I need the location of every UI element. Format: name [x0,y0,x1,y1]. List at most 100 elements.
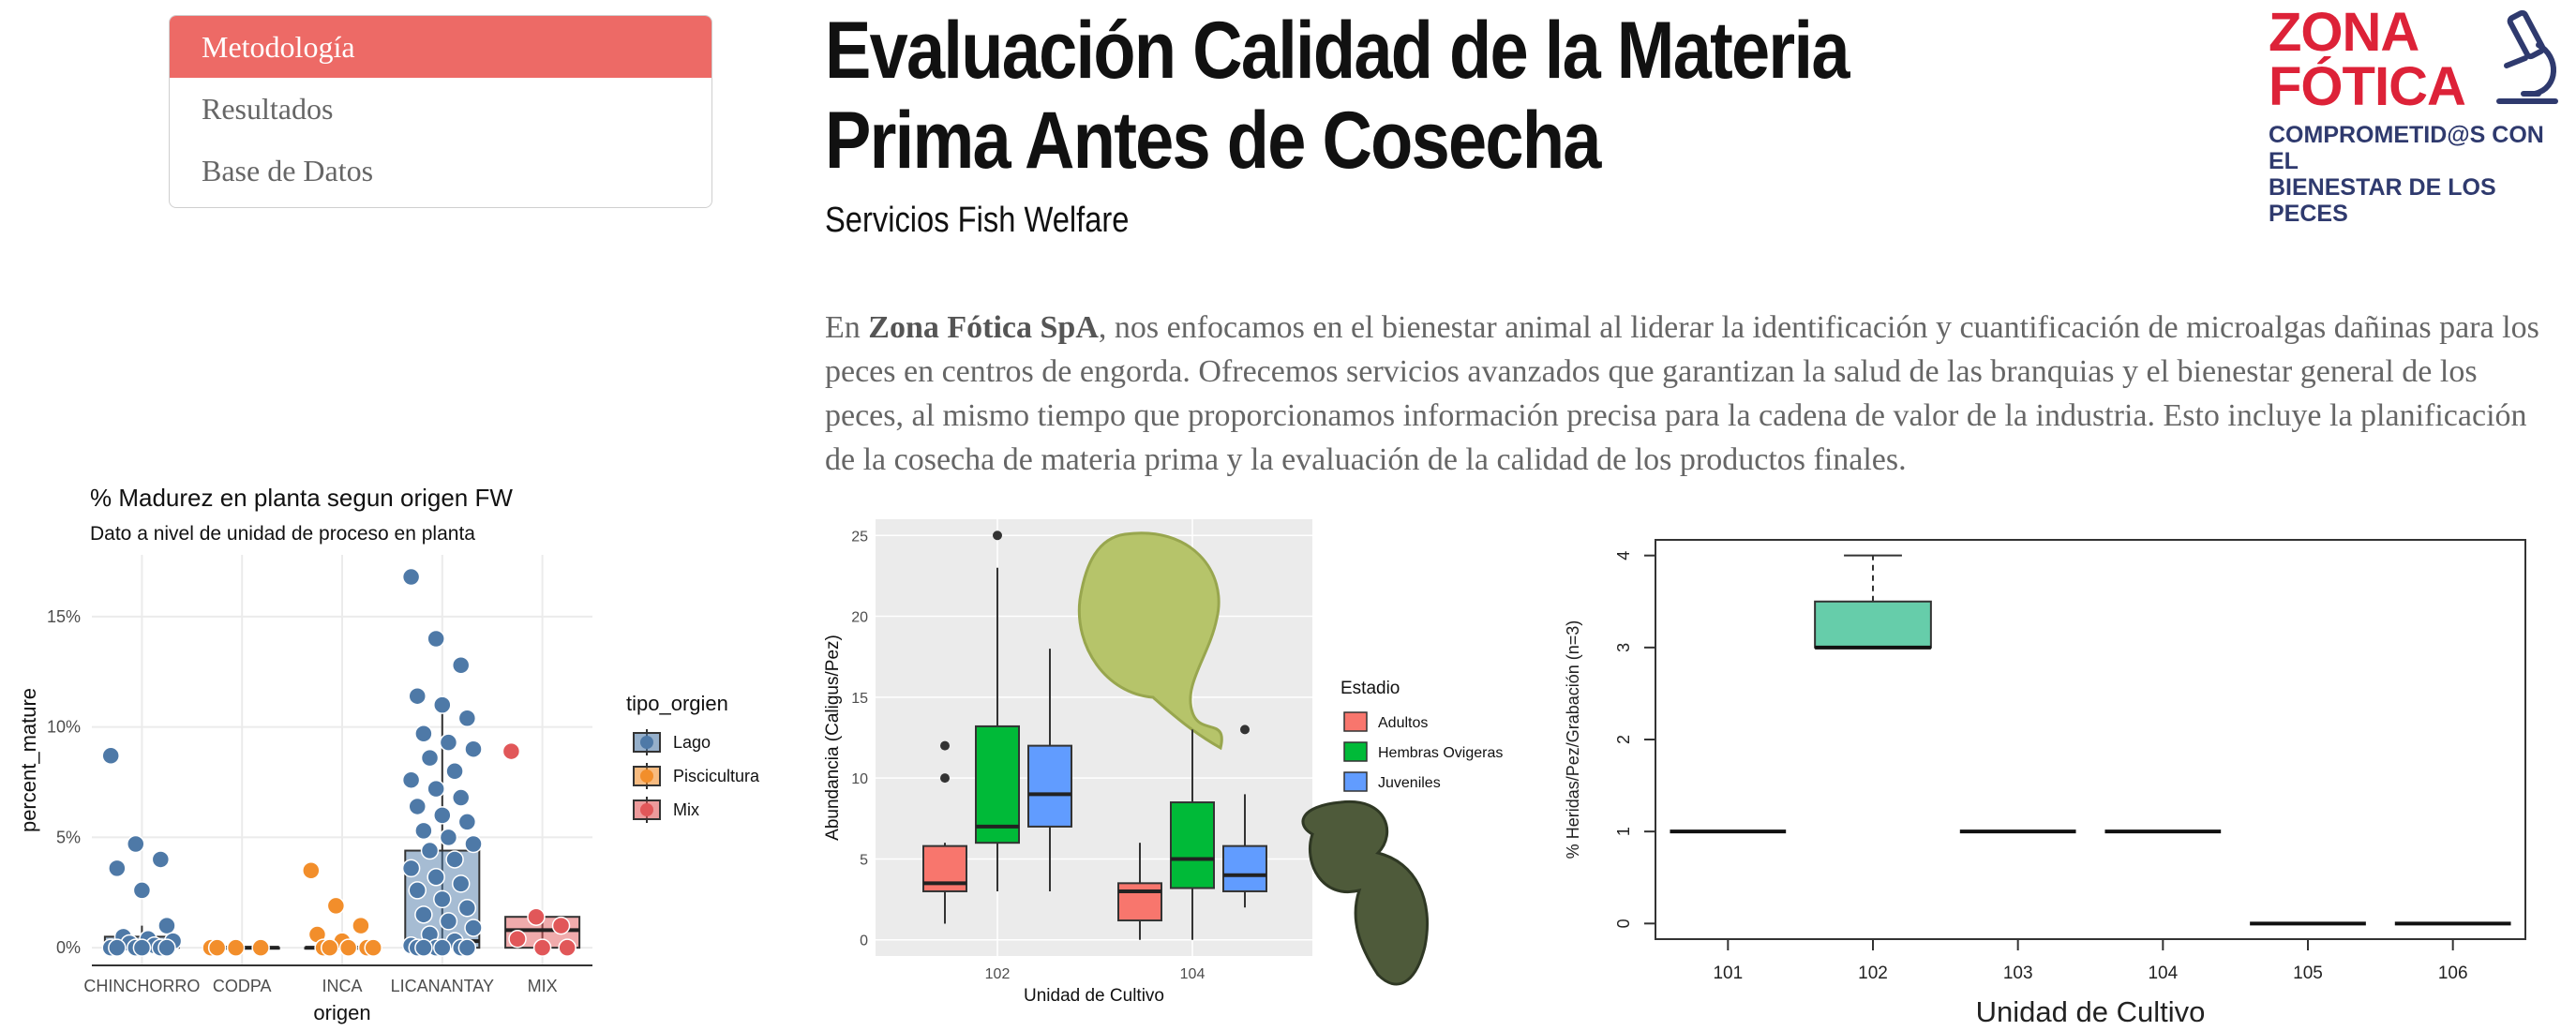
x-tick-label: LICANANTAY [391,977,494,995]
chart-madurez: % Madurez en planta segun origen FW Dato … [17,484,760,1024]
caligus-female-illustration [1301,799,1430,986]
chart-caligus: 0 5 10 15 20 25 102 104 Unidad de Cultivo Abundan… [823,519,1503,1006]
x-axis-title: Unidad de Cultivo [1976,995,2206,1025]
data-point [427,868,445,887]
outlier-point [993,530,1002,541]
box-body [1814,600,1932,649]
plot-frame [1655,539,2526,940]
data-point [132,938,152,957]
data-point [157,938,176,957]
legend-label: Piscicultura [673,767,760,785]
data-point [439,912,458,931]
data-point [302,860,321,880]
legend-label: Lago [673,733,711,752]
data-point [427,629,445,649]
y-axis-title: % Heridas/Pez/Grabación (n=3) [1564,620,1582,859]
y-tick-label: 2 [1614,735,1633,744]
data-point [420,748,440,768]
y-tick-label: 25 [851,529,868,545]
nav-item-resultados[interactable]: Resultados [202,92,334,126]
data-point [157,916,176,935]
data-point [408,797,427,816]
outlier-point [940,740,950,751]
data-point [508,929,527,949]
x-tick-label: CHINCHORRO [83,977,200,995]
y-tick-label: 0 [860,934,868,949]
logo-line1: ZONA [2269,2,2419,63]
data-point [464,919,483,937]
y-tick-label: 10% [47,718,81,737]
x-tick-label: INCA [322,977,362,995]
y-tick-label: 4 [1614,551,1633,560]
x-tick-label: 103 [2003,964,2033,983]
y-tick-label: 1 [1614,827,1633,836]
data-point [532,938,552,957]
legend-title: Estadio [1340,679,1400,698]
y-axis-title: Abundancia (Caligus/Pez) [823,635,843,841]
data-point [414,905,433,924]
y-tick-label: 0 [1614,919,1633,928]
data-point [408,881,427,900]
data-point [457,938,477,957]
data-point [558,938,577,957]
data-point [451,788,471,807]
data-point [151,850,171,869]
data-point [420,841,440,860]
data-point [457,899,477,918]
y-tick-label: 20 [851,610,868,626]
data-point [320,938,339,957]
legend-label: Adultos [1378,715,1428,731]
legend-label: Hembras Ovigeras [1378,745,1503,761]
y-tick-label: 15 [851,691,868,707]
nav-item-metodologia[interactable]: Metodología [170,16,711,78]
nav-item-base-de-datos[interactable]: Base de Datos [202,154,374,187]
data-point [414,724,433,743]
x-tick-label: 105 [2293,964,2323,983]
data-point [132,881,152,900]
x-axis-title: origen [313,1001,370,1024]
x-tick-label: 102 [985,966,1011,982]
data-point [445,762,464,781]
intro-company: Zona Fótica SpA [868,310,1099,345]
data-point [414,821,433,841]
legend-key-point [640,803,653,816]
y-tick-label: 0% [56,938,81,957]
data-point [127,834,145,854]
box-body [1170,801,1215,889]
data-point [433,938,452,957]
y-tick-label: 15% [47,607,81,626]
data-point [527,907,546,926]
x-tick-label: 104 [2148,964,2178,983]
data-point [326,896,346,916]
data-point [408,686,427,706]
data-point [401,859,421,878]
logo-tagline1: COMPROMETID@S CON EL [2269,122,2544,174]
intro-prefix: En [825,310,869,345]
x-tick-label: 102 [1858,964,1888,983]
box-body [1117,882,1162,922]
chart-heridas: 0 1 2 3 4 101 102 103 104 105 106 Unidad de Cultivo… [1564,539,2526,1025]
box-body [1027,744,1072,828]
data-point [401,770,421,789]
data-point [433,889,452,909]
legend-key-point [640,770,653,783]
legend-label: Juveniles [1378,775,1441,791]
data-point [464,834,483,854]
x-tick-label: 104 [1180,966,1206,982]
data-point [502,741,521,761]
data-point [427,779,445,799]
data-point [108,859,127,878]
data-point [226,938,246,957]
page-title: Evaluación Calidad de la Materia Prima A… [825,6,1850,186]
chart-subtitle: Dato a nivel de unidad de proceso en pla… [90,523,475,545]
data-point [551,916,571,935]
logo-line2: FÓTICA [2269,56,2466,117]
data-point [457,813,477,831]
outlier-point [1240,725,1250,735]
legend-label: Mix [673,800,699,819]
legend-key [1343,741,1368,762]
data-point [101,746,120,766]
nav-menu: Metodología Resultados Base de Datos [169,15,712,208]
y-tick-label: 5 [860,852,868,868]
x-tick-label: 101 [1713,964,1743,983]
